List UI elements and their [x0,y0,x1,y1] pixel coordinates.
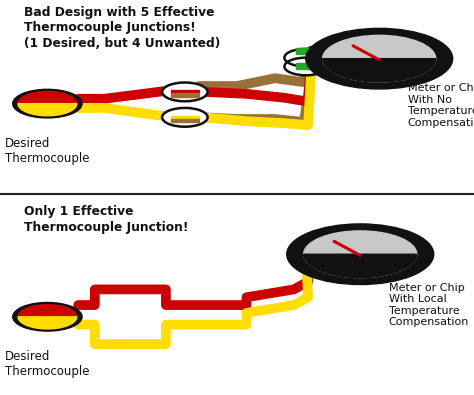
Text: Bad Design with 5 Effective
Thermocouple Junctions!
(1 Desired, but 4 Unwanted): Bad Design with 5 Effective Thermocouple… [24,6,220,50]
Bar [171,119,199,122]
Bar [171,90,199,94]
Circle shape [284,49,327,66]
Text: Meter or Chip
With Local
Temperature
Compensation: Meter or Chip With Local Temperature Com… [389,283,469,327]
Polygon shape [304,254,417,278]
Circle shape [13,303,82,331]
Bar [296,47,311,54]
Bar [171,116,199,119]
Text: Meter or Chip
With No
Temperature
Compensation: Meter or Chip With No Temperature Compen… [408,83,474,128]
Polygon shape [323,59,436,82]
Bar [171,94,199,97]
Polygon shape [18,92,77,103]
Polygon shape [18,103,77,116]
Text: Desired
Thermocouple: Desired Thermocouple [5,350,89,378]
Circle shape [284,58,327,75]
Bar [306,239,321,250]
Text: Desired
Thermocouple: Desired Thermocouple [5,137,89,165]
Polygon shape [18,317,77,329]
Circle shape [287,224,434,284]
Bar [296,63,311,70]
Circle shape [162,108,208,127]
Circle shape [13,89,82,118]
Circle shape [304,231,417,278]
Polygon shape [18,305,77,317]
Circle shape [323,35,436,82]
Circle shape [306,28,453,89]
Text: Only 1 Effective
Thermocouple Junction!: Only 1 Effective Thermocouple Junction! [24,205,188,234]
Circle shape [162,83,208,101]
